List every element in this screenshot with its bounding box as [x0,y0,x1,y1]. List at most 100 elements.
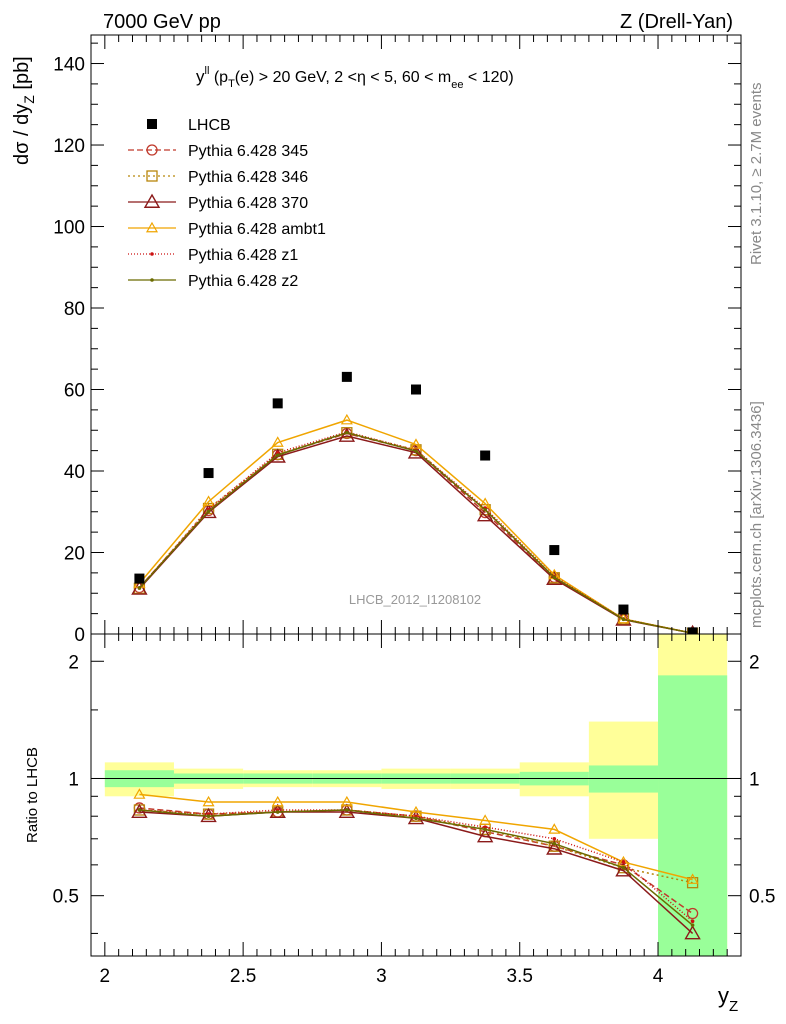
main-ytick-label-7: 140 [53,55,85,76]
ratio-xtick-label-4: 4 [653,966,664,987]
analysis-watermark: LHCB_2012_I1208102 [349,592,481,607]
ratio-series-4-point-6 [552,836,557,841]
ratio-ytick-label-left-2: 2 [68,652,79,673]
legend-label-3: Pythia 6.428 ambt1 [188,221,326,238]
main-series-2-point-5 [476,507,494,522]
ratio-series-3-point-1 [202,795,215,807]
main-ytick-label-0: 0 [74,625,85,646]
ratio-xtick-label-1: 2.5 [230,966,256,987]
ratio-series-2-point-8 [684,925,701,940]
ratio-ytick-label-right-0: 0.5 [749,887,775,908]
legend-marker-2 [143,193,161,208]
data-point-8 [687,627,698,638]
main-series-5-point-1 [206,509,211,514]
ratio-series-3-point-0 [133,788,146,799]
main-title: yll (pT(e) > 20 GeV, 2 <η < 5, 60 < mee … [196,65,514,91]
header-right: Z (Drell-Yan) [620,11,733,33]
rivet-label: Rivet 3.1.10, ≥ 2.7M events [748,83,765,266]
legend-marker-3 [145,221,159,233]
data-point-4 [411,384,421,395]
xlabel: yZ [718,983,738,1015]
main-series-5-point-5 [483,507,487,512]
main-series-5-point-7 [621,617,626,622]
ratio-series-4-point-8 [690,919,695,923]
ratio-panel: 0.5 0.5 1 1 2 2 2 2.5 3 3.5 4 [53,633,775,987]
main-ytick-label-5: 100 [53,218,85,239]
main-series-5-point-3 [345,430,349,435]
main-series-5-point-6 [552,575,557,580]
data-point-6 [549,545,560,556]
ratio-xtick-label-3: 3.5 [507,966,533,987]
ratio-ytick-label-left-1: 1 [68,769,79,790]
main-ytick-label-4: 80 [64,299,85,320]
ratio-series-5-point-1 [206,814,211,819]
ratio-xtick-label-0: 2 [100,966,111,987]
legend-marker-1 [146,170,158,182]
ratio-series-5-point-5 [483,827,487,832]
ratio-series-line-3 [139,793,693,881]
ratio-ylabel: Ratio to LHCB [24,747,41,843]
ratio-series-4-point-7 [621,860,626,864]
ratio-series-3-point-2 [271,795,284,807]
main-series-5-point-0 [137,586,142,590]
main-ytick-label-1: 20 [64,544,85,565]
ratio-series-5-point-8 [690,923,695,927]
main-series-3-point-2 [271,436,284,447]
ratio-ytick-label-right-1: 1 [749,769,760,790]
legend-marker-4 [150,252,154,256]
main-ytick-label-3: 60 [64,381,85,402]
data-point-7 [618,604,629,615]
ratio-ytick-label-left-0: 0.5 [53,887,79,908]
ratio-series-line-1 [139,809,693,884]
ratio-series-2-point-6 [546,840,563,855]
main-series-2-point-3 [338,427,356,442]
ratio-series-5-point-2 [275,810,280,814]
legend-label-5: Pythia 6.428 z2 [188,273,298,290]
band-inner-7 [588,765,659,793]
main-series-3-point-3 [340,413,353,425]
ratio-series-5-point-0 [137,808,142,812]
data-point-5 [480,450,491,461]
ratio-series-line-4 [139,809,694,922]
main-series-2-point-4 [407,444,425,459]
data-point-2 [272,398,283,409]
main-ytick-label-2: 40 [64,462,85,483]
ratio-series-5-point-6 [552,841,557,846]
ratio-xtick-label-2: 3 [376,966,387,987]
ratio-series-0-point-8 [686,907,699,920]
main-series-2-point-0 [131,580,148,595]
ratio-series-3-point-6 [548,823,561,834]
ratio-series-2-point-0 [131,803,148,818]
legend-label-4: Pythia 6.428 z1 [188,247,298,264]
main-series-3-point-4 [409,438,423,449]
ratio-series-5-point-7 [621,865,626,870]
ratio-series-5-point-3 [345,808,349,812]
mcplots-label: mcplots.cern.ch [arXiv:1306.3436] [748,401,765,628]
data-point-1 [203,468,214,479]
main-panel: 0 20 40 60 80 100 120 140 LHCB Pythia 6.428 345 Py… [53,34,742,646]
ratio-series-3-point-8 [686,873,699,884]
legend-label-1: Pythia 6.428 346 [188,169,308,186]
main-ylabel: dσ / dyZ [pb] [11,56,37,165]
legend-marker-0 [146,144,158,156]
legend-label-0: Pythia 6.428 345 [188,143,308,160]
ratio-frame [90,633,742,957]
ratio-series-line-0 [139,807,694,915]
legend-label-2: Pythia 6.428 370 [188,195,308,212]
ratio-series-5-point-4 [414,816,418,821]
data-point-3 [341,371,352,382]
main-ytick-label-6: 120 [53,136,85,157]
header-left: 7000 GeV pp [103,11,221,33]
ratio-series-3-point-5 [479,814,492,825]
band-inner-8 [658,675,728,956]
legend-marker-5 [150,278,154,282]
main-series-5-point-2 [275,453,280,457]
ratio-series-3-point-3 [340,795,353,807]
data-point-0 [134,573,145,584]
legend-marker-data [147,119,157,129]
legend-label-data: LHCB [188,117,231,134]
ratio-series-2-point-5 [476,827,494,843]
main-series-3-point-1 [202,495,215,506]
main-series-5-point-4 [414,449,418,453]
